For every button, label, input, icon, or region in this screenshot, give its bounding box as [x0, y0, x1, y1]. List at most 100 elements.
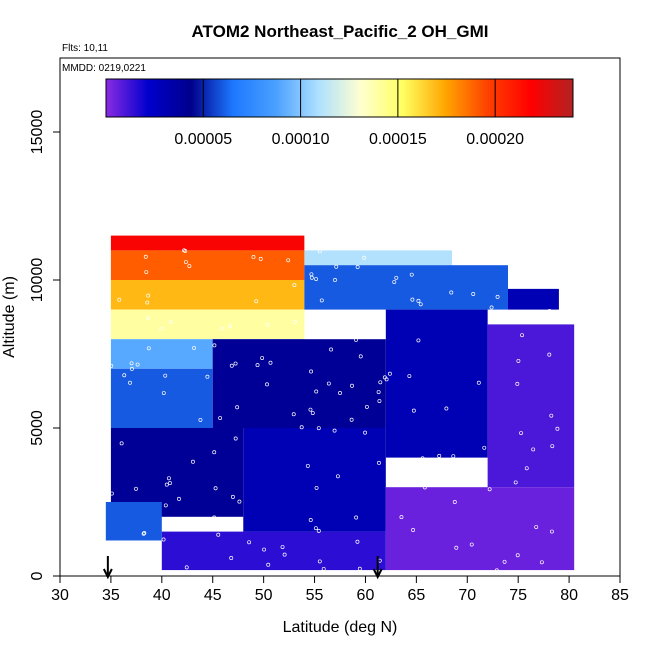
track-point: [316, 426, 321, 431]
track-point: [205, 374, 210, 379]
heatmap-cell: [110, 368, 213, 428]
x-tick-label: 75: [509, 587, 527, 604]
y-tick-label: 5000: [29, 410, 46, 446]
heatmap-cell: [212, 339, 386, 428]
track-point: [336, 323, 341, 328]
track-point: [355, 264, 360, 269]
track-point: [161, 391, 166, 395]
track-point: [432, 472, 437, 477]
x-tick-label: 35: [102, 587, 120, 604]
plot-frame: [59, 57, 621, 577]
track-point: [159, 326, 164, 331]
track-point: [183, 249, 188, 253]
track-point: [291, 412, 296, 417]
track-point: [364, 404, 369, 409]
track-point: [482, 445, 487, 450]
track-point: [362, 255, 367, 260]
track-point: [308, 518, 313, 522]
heatmap-cell: [385, 309, 488, 458]
track-point: [117, 297, 122, 302]
track-point: [268, 360, 273, 365]
track-point: [229, 363, 234, 368]
y-tick-label: 15000: [29, 110, 46, 155]
colorbar-ticks: 0.00005 0.00010 0.00015 0.00020: [174, 79, 524, 148]
track-point: [142, 546, 147, 551]
track-point: [444, 406, 449, 411]
track-point: [308, 407, 313, 412]
track-point: [305, 463, 310, 468]
track-point: [134, 486, 138, 491]
track-point: [122, 373, 127, 378]
track-point: [265, 382, 269, 387]
track-point: [129, 361, 134, 366]
track-point: [476, 380, 481, 385]
track-point: [266, 562, 271, 567]
flights-annotation: Flts: 10,11: [62, 43, 108, 54]
track-point: [418, 302, 423, 307]
track-point: [454, 545, 459, 550]
track-point: [516, 358, 521, 363]
track-point: [323, 324, 328, 328]
track-point: [292, 283, 297, 288]
track-point: [539, 560, 544, 565]
track-point: [394, 275, 399, 280]
track-point: [233, 361, 238, 366]
track-point: [230, 494, 235, 499]
track-point: [141, 531, 146, 536]
track-point: [218, 416, 223, 421]
track-point: [233, 436, 238, 441]
track-point: [317, 559, 322, 564]
track-point: [212, 450, 217, 455]
track-point: [216, 532, 221, 537]
colorbar: [105, 78, 574, 118]
track-point: [321, 566, 326, 571]
track-point: [258, 256, 263, 261]
track-point: [265, 322, 270, 327]
track-point: [338, 391, 342, 395]
track-point: [519, 431, 524, 435]
track-point: [213, 486, 218, 491]
heatmap-cell: [110, 309, 305, 340]
x-tick-label: 70: [458, 587, 476, 604]
y-axis: 0 5000 10000 15000: [29, 110, 60, 580]
track-point: [549, 413, 554, 418]
track-point: [161, 537, 166, 542]
flight-arrow: [102, 556, 113, 580]
date-annotation: MMDD: 0219,0221: [62, 63, 146, 74]
track-point: [309, 369, 314, 374]
track-point: [184, 565, 189, 570]
track-point: [378, 380, 383, 385]
track-point: [192, 345, 197, 350]
track-point: [333, 278, 337, 282]
track-point: [314, 485, 319, 490]
track-point: [416, 338, 421, 343]
track-point: [177, 496, 181, 501]
track-point: [357, 566, 362, 571]
track-point: [392, 280, 397, 284]
track-point: [299, 425, 304, 430]
heatmap-cell: [304, 250, 452, 266]
x-tick-label: 30: [51, 587, 69, 604]
x-tick-label: 45: [204, 587, 222, 604]
track-point: [332, 428, 337, 433]
track-point: [335, 474, 340, 479]
track-point: [449, 290, 454, 295]
track-point: [311, 322, 316, 327]
track-point: [349, 417, 354, 422]
track-point: [167, 481, 172, 486]
track-point: [145, 315, 150, 320]
track-point: [376, 390, 381, 394]
x-tick-label: 80: [560, 587, 578, 604]
track-point: [220, 326, 225, 331]
heatmap-cell: [105, 502, 162, 541]
heatmap-cell: [385, 487, 575, 571]
track-point: [377, 399, 382, 403]
track-point: [187, 264, 192, 269]
track-point: [286, 258, 291, 263]
track-point: [549, 529, 554, 534]
track-point: [407, 374, 412, 378]
data-regions: [105, 235, 575, 571]
track-point: [502, 559, 507, 564]
track-point: [262, 547, 267, 552]
